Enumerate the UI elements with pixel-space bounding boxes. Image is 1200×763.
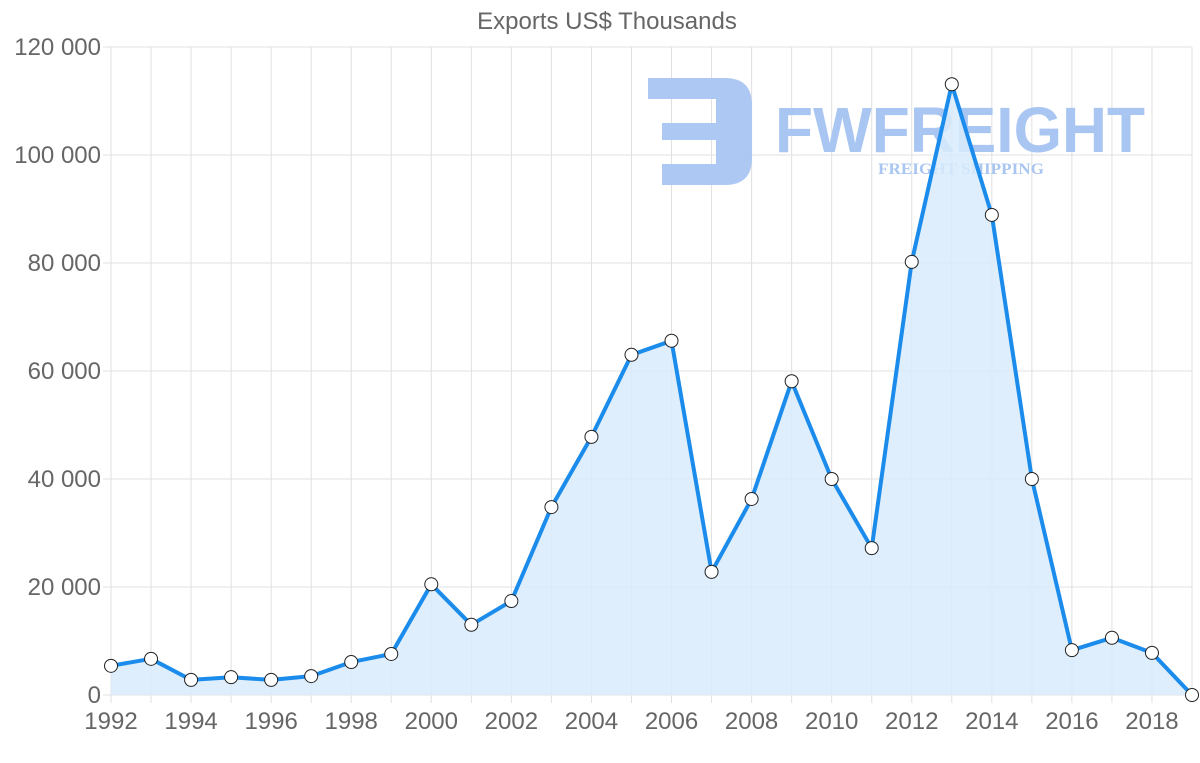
data-line [110, 82, 1194, 697]
data-point[interactable] [264, 672, 279, 687]
data-point[interactable] [1144, 645, 1159, 660]
area-fill [111, 84, 1192, 696]
x-tick-label: 2000 [405, 708, 458, 735]
y-tick-label: 120 000 [14, 34, 101, 61]
fwfreight-logo-icon [648, 78, 752, 185]
data-point[interactable] [464, 617, 479, 632]
y-tick-label: 80 000 [28, 250, 101, 277]
x-tick-label: 2006 [645, 708, 698, 735]
data-point[interactable] [504, 594, 519, 609]
data-point[interactable] [184, 672, 199, 687]
x-tick-label: 2010 [805, 708, 858, 735]
x-tick-label: 2004 [565, 708, 618, 735]
data-point[interactable] [744, 491, 759, 506]
data-point[interactable] [864, 541, 879, 556]
y-tick-label: 0 [88, 682, 101, 709]
data-point[interactable] [1104, 630, 1119, 645]
y-tick-label: 100 000 [14, 142, 101, 169]
data-point[interactable] [1064, 643, 1079, 658]
data-points [104, 77, 1199, 702]
data-point[interactable] [984, 207, 999, 222]
y-tick-label: 60 000 [28, 358, 101, 385]
fwfreight-watermark: FWFREIGHT FREIGHT SHIPPING [648, 78, 1145, 185]
data-point[interactable] [824, 472, 839, 486]
data-point[interactable] [384, 646, 399, 661]
data-point[interactable] [224, 670, 239, 685]
data-point[interactable] [144, 651, 159, 666]
data-point[interactable] [1185, 688, 1199, 702]
y-axis: 0 20 000 40 000 60 000 80 000 100 000 120 000 [14, 34, 101, 709]
data-point[interactable] [584, 429, 599, 444]
x-tick-label: 2014 [965, 708, 1018, 735]
data-point[interactable] [944, 77, 959, 92]
data-point[interactable] [544, 500, 559, 515]
x-axis: 1992 1994 1996 1998 2000 2002 2004 2006 2008 2010… [84, 708, 1178, 735]
data-point[interactable] [704, 564, 719, 579]
x-tick-label: 1992 [84, 708, 137, 735]
data-point[interactable] [784, 374, 799, 389]
y-tick-label: 40 000 [28, 466, 101, 493]
x-tick-label: 1994 [164, 708, 217, 735]
data-point[interactable] [304, 669, 319, 684]
x-tick-label: 2002 [485, 708, 538, 735]
y-tick-label: 20 000 [28, 574, 101, 601]
chart-title: Exports US$ Thousands [477, 8, 737, 35]
x-tick-label: 1996 [244, 708, 297, 735]
x-tick-label: 2012 [885, 708, 938, 735]
data-point[interactable] [664, 333, 679, 348]
x-tick-label: 2018 [1125, 708, 1178, 735]
data-point[interactable] [104, 658, 118, 673]
x-tick-label: 1998 [325, 708, 378, 735]
data-point[interactable] [1024, 472, 1039, 486]
data-point[interactable] [344, 655, 359, 670]
x-tick-label: 2008 [725, 708, 778, 735]
data-point[interactable] [424, 577, 439, 592]
data-point[interactable] [904, 254, 919, 269]
x-tick-label: 2016 [1045, 708, 1098, 735]
data-point[interactable] [624, 347, 639, 362]
